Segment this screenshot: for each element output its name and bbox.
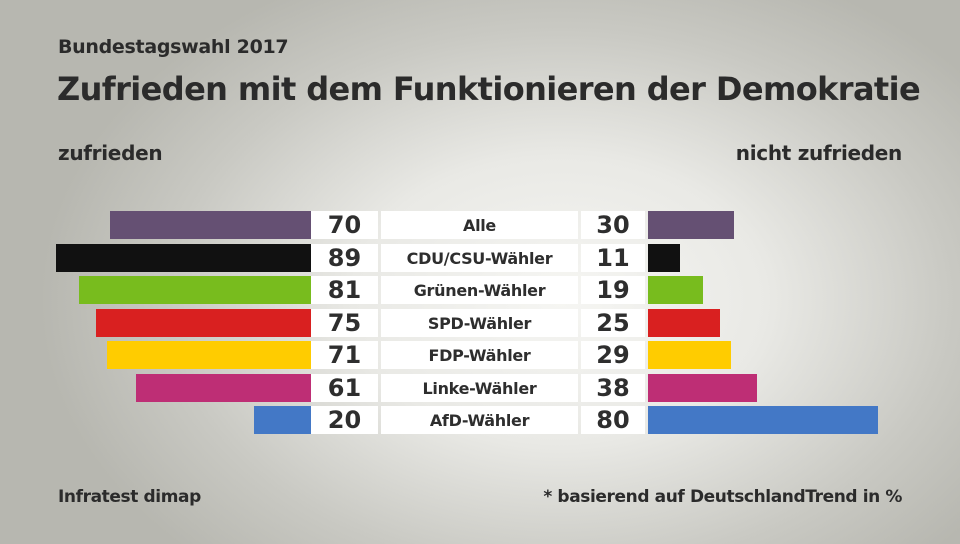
bar-not-satisfied: [648, 309, 720, 337]
bar-satisfied: [78, 276, 311, 304]
value-box-not-satisfied: 29: [581, 341, 645, 369]
category-box: Grünen-Wähler: [381, 276, 578, 304]
bar-not-satisfied: [648, 211, 735, 239]
category-label: Grünen-Wähler: [413, 280, 546, 300]
bar-satisfied: [135, 374, 311, 402]
value-label-satisfied: 20: [327, 406, 362, 434]
series-label-satisfied: zufrieden: [58, 141, 163, 165]
bar-satisfied: [95, 309, 311, 337]
value-label-satisfied: 71: [327, 341, 362, 369]
category-label: Alle: [462, 215, 496, 235]
value-box-satisfied: 75: [311, 309, 378, 337]
category-label: FDP-Wähler: [428, 345, 531, 365]
value-box-satisfied: 81: [311, 276, 378, 304]
bar-satisfied: [253, 406, 311, 434]
value-box-not-satisfied: 80: [581, 406, 645, 434]
value-label-satisfied: 75: [327, 309, 362, 337]
value-box-not-satisfied: 11: [581, 244, 645, 272]
value-box-not-satisfied: 38: [581, 374, 645, 402]
value-label-not-satisfied: 38: [596, 374, 630, 402]
chart-title: Zufrieden mit dem Funktionieren der Demo…: [57, 70, 921, 108]
value-label-not-satisfied: 30: [596, 211, 630, 239]
value-box-not-satisfied: 25: [581, 309, 645, 337]
category-box: AfD-Wähler: [381, 406, 578, 434]
bar-not-satisfied: [648, 406, 878, 434]
value-box-satisfied: 20: [311, 406, 378, 434]
value-box-not-satisfied: 19: [581, 276, 645, 304]
bar-not-satisfied: [648, 244, 680, 272]
bar-not-satisfied: [648, 341, 732, 369]
value-label-not-satisfied: 80: [596, 406, 630, 434]
value-label-not-satisfied: 11: [596, 244, 630, 272]
value-label-not-satisfied: 19: [596, 276, 630, 304]
bar-satisfied: [55, 244, 311, 272]
source-label: Infratest dimap: [58, 487, 201, 507]
category-label: SPD-Wähler: [427, 313, 532, 333]
value-label-satisfied: 70: [327, 211, 362, 239]
chart-subtitle: Bundestagswahl 2017: [58, 36, 289, 58]
category-box: CDU/CSU-Wähler: [381, 244, 578, 272]
category-label: CDU/CSU-Wähler: [406, 248, 553, 268]
category-box: SPD-Wähler: [381, 309, 578, 337]
category-label: Linke-Wähler: [422, 378, 537, 398]
value-box-not-satisfied: 30: [581, 211, 645, 239]
value-box-satisfied: 61: [311, 374, 378, 402]
value-box-satisfied: 70: [311, 211, 378, 239]
value-label-satisfied: 89: [327, 244, 362, 272]
category-box: Alle: [381, 211, 578, 239]
bar-not-satisfied: [648, 374, 758, 402]
value-label-not-satisfied: 29: [596, 341, 630, 369]
value-box-satisfied: 71: [311, 341, 378, 369]
value-box-satisfied: 89: [311, 244, 378, 272]
category-box: Linke-Wähler: [381, 374, 578, 402]
bar-satisfied: [107, 341, 311, 369]
value-label-not-satisfied: 25: [596, 309, 630, 337]
value-label-satisfied: 81: [327, 276, 362, 304]
footnote: * basierend auf DeutschlandTrend in %: [543, 487, 902, 507]
category-box: FDP-Wähler: [381, 341, 578, 369]
category-label: AfD-Wähler: [429, 410, 530, 430]
bar-not-satisfied: [648, 276, 703, 304]
bar-satisfied: [110, 211, 311, 239]
value-label-satisfied: 61: [327, 374, 362, 402]
series-label-not-satisfied: nicht zufrieden: [735, 141, 903, 165]
